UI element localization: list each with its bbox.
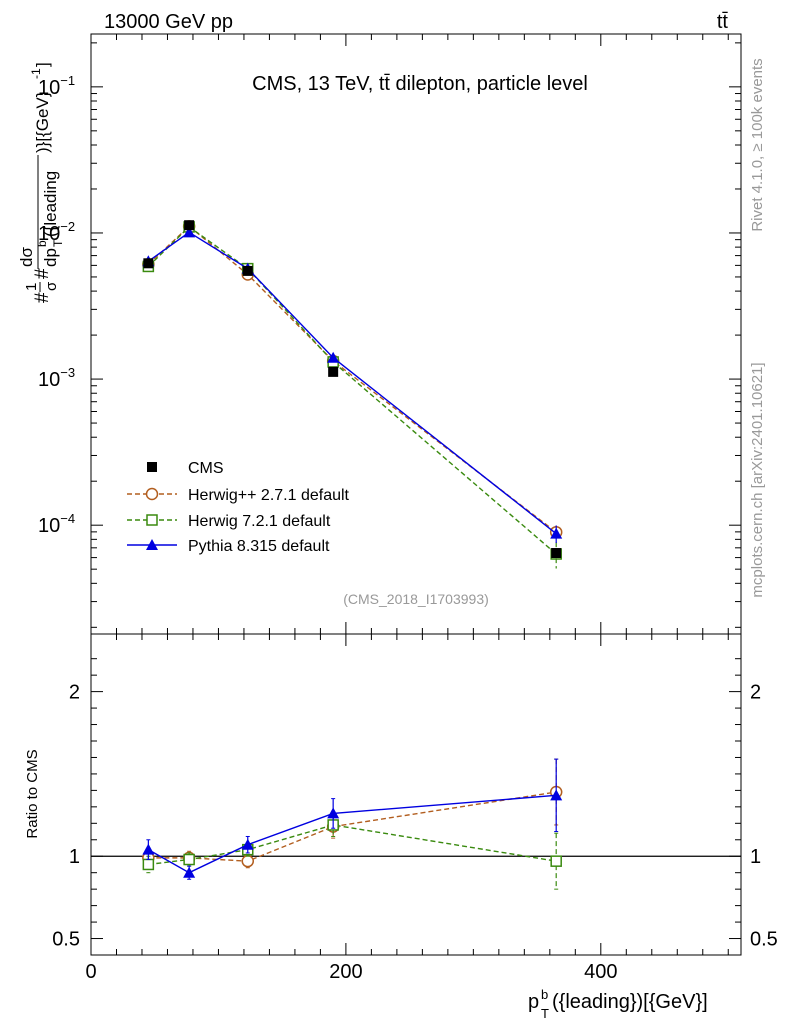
main-series-layer [142, 220, 563, 569]
point-cms [242, 265, 253, 276]
legend: CMS Herwig++ 2.7.1 default Herwig 7.2.1 de… [127, 460, 350, 555]
svg-text:)}[{GeV}: )}[{GeV} [33, 91, 52, 153]
ratio-line-pythia [148, 794, 557, 874]
legend-marker-pythia [146, 539, 158, 550]
ratio-point-herwigpp [241, 854, 255, 868]
y-tick-label: 10−4 [38, 511, 75, 537]
rivet-version-label: Rivet 4.1.0, ≥ 100k events [749, 58, 766, 231]
point-pythia [183, 226, 196, 238]
y-tick-label: 10−3 [38, 365, 75, 391]
chart-title: CMS, 13 TeV, tt̄ dilepton, particle leve… [252, 73, 588, 95]
svg-text:T: T [541, 1006, 549, 1021]
ratio-y-label: Ratio to CMS [24, 749, 41, 838]
ratio-panel-frame [90, 633, 742, 956]
svg-text:({leading: ({leading [41, 171, 60, 237]
series-line-herwig7 [147, 226, 557, 555]
ratio-point-pythia [183, 866, 196, 878]
ratio-point-herwig7 [550, 855, 562, 867]
legend-marker-herwigpp [145, 487, 159, 501]
svg-text:1: 1 [23, 283, 40, 291]
header-process: tt̄ [717, 11, 729, 33]
point-cms [184, 220, 195, 231]
svg-text:b: b [35, 240, 49, 247]
x-tick-label: 0 [85, 961, 96, 983]
svg-text:b: b [541, 987, 548, 1002]
ratio-point-pythia [550, 789, 563, 801]
ratio-tick-label-left: 1 [69, 846, 80, 868]
ratio-point-pythia [327, 807, 340, 819]
x-tick-label: 200 [329, 961, 362, 983]
point-pythia [550, 527, 563, 539]
svg-text:-1: -1 [29, 68, 43, 79]
header-energy: 13000 GeV pp [104, 11, 233, 33]
analysis-tag: (CMS_2018_I1703993) [343, 591, 489, 607]
point-cms [551, 548, 562, 559]
ratio-point-herwig7 [142, 858, 155, 871]
x-tick-label: 400 [584, 961, 617, 983]
ratio-tick-label-right: 0.5 [750, 929, 778, 951]
legend-label-herwig7: Herwig 7.2.1 default [188, 513, 331, 530]
legend-label-cms: CMS [188, 460, 224, 477]
svg-text:T: T [51, 239, 65, 247]
svg-text:({leading})[{GeV}]: ({leading})[{GeV}] [552, 991, 708, 1013]
ratio-tick-label-left: 0.5 [52, 929, 80, 951]
ratio-frame-box [90, 633, 742, 956]
legend-marker-cms [147, 462, 157, 472]
axis-ticks: 0 200 400 10−4 10−3 10−2 10−1 0.5 0.5 1 1 2 2 [38, 34, 778, 983]
svg-text:σ: σ [43, 281, 60, 291]
ratio-point-pythia [241, 838, 254, 850]
ratio-point-pythia [142, 843, 155, 855]
legend-label-herwigpp: Herwig++ 2.7.1 default [188, 487, 350, 504]
mcplots-label: mcplots.cern.ch [arXiv:2401.10621] [749, 362, 766, 597]
svg-text:#: # [32, 292, 53, 303]
svg-text:dσ: dσ [17, 247, 36, 267]
ratio-tick-label-right: 2 [750, 682, 761, 704]
svg-text:]: ] [33, 62, 52, 67]
ratio-point-herwig7 [183, 853, 195, 866]
ratio-series-layer [142, 758, 563, 890]
ratio-line-herwig7 [148, 824, 557, 866]
svg-text:#: # [32, 268, 53, 279]
legend-label-pythia: Pythia 8.315 default [188, 538, 330, 555]
y-axis-label: # 1 σ # dσ dp b T ({leading )}[{GeV} -1 … [17, 62, 65, 303]
x-axis-label: p b T ({leading})[{GeV}] [528, 987, 708, 1021]
ratio-tick-label-right: 1 [750, 846, 761, 868]
point-cms [328, 366, 339, 377]
svg-text:p: p [528, 991, 539, 1013]
point-pythia [327, 351, 340, 363]
svg-text:dp: dp [41, 248, 60, 267]
ratio-tick-label-left: 2 [69, 682, 80, 704]
legend-marker-herwig7 [146, 514, 158, 526]
point-cms [143, 258, 154, 269]
y-tick-label: 10−1 [38, 73, 75, 99]
y-tick-label: 10−2 [38, 219, 75, 245]
